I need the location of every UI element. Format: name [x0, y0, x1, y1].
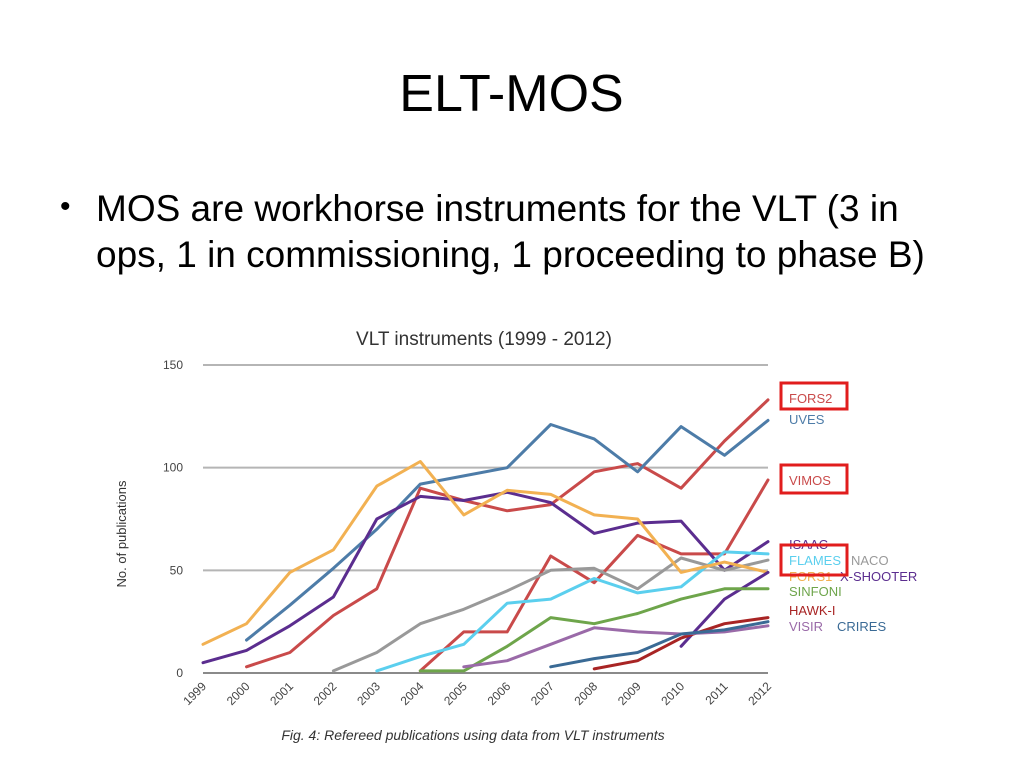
series-line-visir [462, 624, 770, 669]
x-tick-label: 2010 [658, 679, 687, 708]
y-tick-label: 50 [170, 563, 184, 577]
legend-entry-visir: VISIR [789, 619, 823, 634]
chart-caption: Fig. 4: Refereed publications using data… [281, 727, 664, 743]
legend-entry-x-shooter: X-SHOOTER [840, 569, 917, 584]
x-tick-label: 2011 [703, 679, 731, 707]
y-tick-label: 0 [176, 666, 183, 680]
legend-entry-hawk-i: HAWK-I [789, 603, 835, 618]
x-tick-label: 2005 [441, 679, 470, 708]
series-line-hawk-i [592, 616, 770, 671]
legend-entry-uves: UVES [789, 412, 825, 427]
x-tick-label: 2000 [224, 679, 253, 708]
highlight-box-flames [779, 543, 849, 577]
x-tick-label: 2004 [398, 679, 427, 708]
y-axis-title: No. of publications [114, 480, 129, 587]
series-line-flames [375, 550, 770, 673]
series-line-naco [331, 556, 770, 673]
x-tick-label: 2006 [485, 679, 514, 708]
slide-title: ELT-MOS [399, 65, 624, 123]
bullet-marker: • [60, 190, 71, 223]
legend-entry-fors2: FORS2 [789, 391, 832, 406]
x-tick-label: 2012 [745, 679, 774, 708]
highlight-box-fors2 [779, 381, 849, 411]
series-line-fors1 [201, 460, 770, 646]
chart-title: VLT instruments (1999 - 2012) [356, 329, 612, 350]
x-tick-label: 2008 [571, 679, 600, 708]
x-tick-label: 1999 [180, 679, 209, 708]
legend-entry-naco: NACO [851, 553, 889, 568]
legend-entry-crires: CRIRES [837, 619, 886, 634]
legend-entry-sinfoni: SINFONI [789, 584, 842, 599]
x-tick-label: 2003 [354, 679, 383, 708]
series-line-x-shooter [679, 570, 770, 648]
y-tick-label: 150 [163, 358, 183, 372]
series-line-sinfoni [418, 587, 770, 673]
x-tick-label: 2002 [311, 679, 340, 708]
legend-entry-flames: FLAMES [789, 553, 841, 568]
series-line-crires [549, 620, 770, 669]
x-tick-label: 2009 [615, 679, 644, 708]
legend-entry-vimos: VIMOS [789, 473, 831, 488]
series-line-fors2 [245, 398, 770, 669]
publications-line-chart: VLT instruments (1999 - 2012) No. of pub… [114, 329, 917, 743]
series-line-isaac [201, 490, 770, 665]
series-line-uves [245, 418, 770, 642]
bullet-text: MOS are workhorse instruments for the VL… [96, 188, 925, 275]
y-tick-label: 100 [163, 461, 183, 475]
x-tick-label: 2001 [267, 679, 296, 708]
highlight-box-vimos [779, 463, 849, 495]
bullet-list: • MOS are workhorse instruments for the … [60, 182, 960, 312]
x-tick-label: 2007 [528, 679, 557, 708]
